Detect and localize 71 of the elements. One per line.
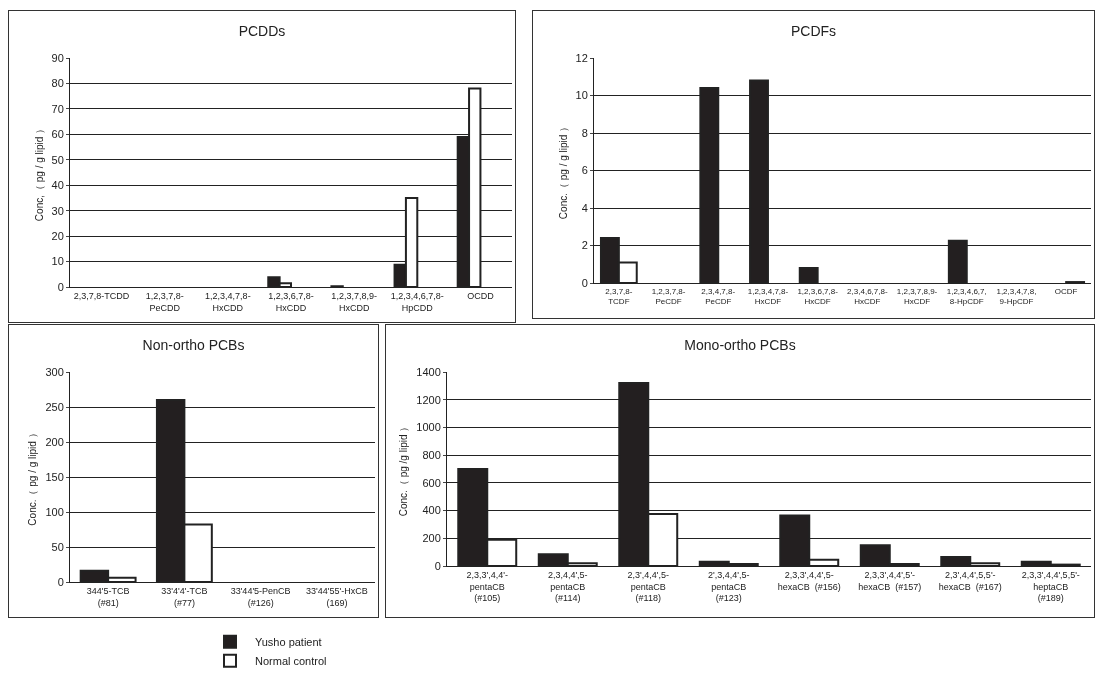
y-tick-label: 10 [51,255,64,268]
x-tick-label: 1,2,3,6,7,8- HxCDD [268,290,314,313]
x-tick-label: 1,2,3,4,6,7,8- HpCDD [390,290,444,313]
y-tick-label: 600 [422,476,441,489]
x-tick-label: 1,2,3,4,7,8- HxCDF [747,286,789,306]
y-tick-label: 4 [581,201,588,214]
y-tick-label: 400 [422,504,441,517]
x-tick-label: 2,3,7,8-TCDD [73,290,130,301]
y-tick-label: 8 [581,126,588,139]
y-axis-title: Conc.（ pg / g lipid ） [27,428,39,526]
y-tick-label: 0 [581,276,588,289]
y-tick-label: 30 [51,204,64,217]
y-tick-label: 10 [575,89,588,102]
y-tick-label: 300 [45,365,64,378]
y-tick-label: 50 [51,540,64,553]
x-tick-label: 344'5-TCB (#81) [86,585,130,608]
y-tick-label: 100 [45,505,64,518]
x-tick-label: 1,2,3,4,7,8, 9-HpCDF [996,286,1037,306]
y-tick-label: 70 [51,102,64,115]
x-tick-label: 2,3,4,6,7,8- HxCDF [847,286,888,306]
x-tick-label: 1,2,3,7,8- PeCDD [145,290,184,313]
y-tick-label: 1200 [416,393,441,406]
x-tick-label: OCDD [467,290,495,301]
y-axis-title: Conc.（ pg /g lipid ） [398,421,410,517]
x-tick-label: 2,3,3',4,4',5'- hexaCB (#157) [858,569,922,592]
x-tick-label: 2,3,3',4,4',5- hexaCB (#156) [777,569,841,592]
y-tick-label: 60 [51,128,64,141]
y-tick-label: 200 [422,532,441,545]
legend-label: Normal control [255,654,327,667]
y-tick-label: 12 [575,51,588,64]
x-tick-label: 2,3,7,8- TCDF [605,286,633,306]
chart-title: PCDDs [238,22,286,39]
y-tick-label: 1400 [416,365,441,378]
y-tick-label: 150 [45,470,64,483]
x-tick-label: 1,2,3,4,6,7, 8-HpCDF [946,286,987,306]
y-axis-title: Conc.（ pg / g lipid ） [557,121,569,220]
y-tick-label: 1000 [416,421,441,434]
y-tick-label: 200 [45,435,64,448]
y-tick-label: 0 [57,280,64,293]
x-tick-label: 33'4'4'-TCB (#77) [161,585,208,608]
chart-title: PCDFs [790,22,837,39]
x-tick-label: OCDF [1054,286,1078,296]
y-tick-label: 2 [581,239,588,252]
y-tick-label: 250 [45,400,64,413]
y-tick-label: 50 [51,153,64,166]
y-tick-label: 40 [51,179,64,192]
x-tick-label: 1,2,3,7,8,9- HxCDD [331,290,377,313]
x-tick-label: 33'44'5-PenCB (#126) [230,585,291,608]
x-tick-label: 2,3,3',4,4',5,5'- heptaCB (#189) [1021,569,1080,604]
x-tick-label: 1,2,3,6,7,8- HxCDF [797,286,839,306]
x-tick-label: 1,2,3,7,8,9- HxCDF [896,286,938,306]
x-tick-label: 1,2,3,4,7,8- HxCDD [205,290,251,313]
chart-title: Mono-ortho PCBs [684,336,796,353]
x-tick-label: 2,3,4,7,8- PeCDF [701,286,736,306]
x-tick-label: 1,2,3,7,8- PeCDF [651,286,686,306]
x-tick-label: 2,3,4,4',5- pentaCB (#114) [547,569,588,604]
chart-title: Non-ortho PCBs [142,336,245,353]
y-tick-label: 6 [581,164,588,177]
x-tick-label: 2',3,4,4',5- pentaCB (#123) [708,569,750,604]
y-tick-label: 20 [51,229,64,242]
y-tick-label: 0 [434,559,441,572]
y-tick-label: 80 [51,77,64,90]
y-axis-title: Conc,（ pg / g lipid ） [33,123,45,222]
y-tick-label: 90 [51,51,64,64]
x-tick-label: 33'44'55'-HxCB (169) [306,585,368,608]
legend-label: Yusho patient [255,635,322,648]
y-tick-label: 800 [422,448,441,461]
x-tick-label: 2,3,3',4,4'- pentaCB (#105) [466,569,508,604]
x-tick-label: 2,3',4,4',5- pentaCB (#118) [627,569,669,604]
x-tick-label: 2,3',4,4',5,5'- hexaCB (#167) [938,569,1002,592]
y-tick-label: 0 [57,575,64,588]
